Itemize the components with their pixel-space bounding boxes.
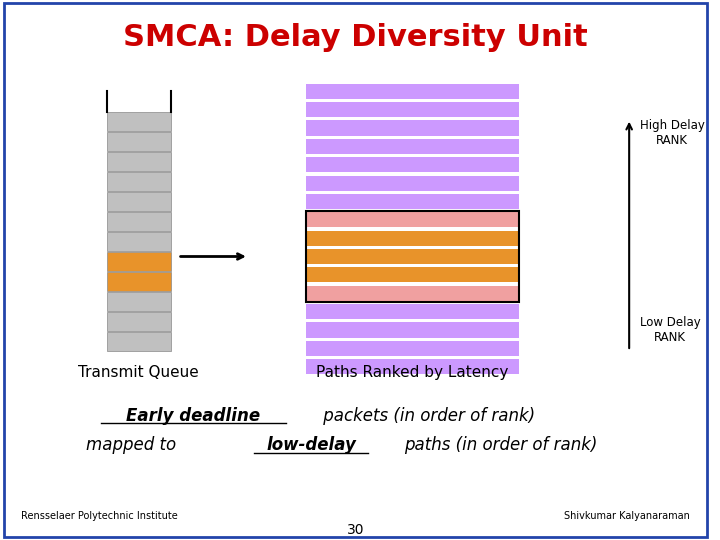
Bar bbox=[306, 231, 519, 246]
Bar bbox=[306, 359, 519, 374]
Text: 30: 30 bbox=[347, 523, 364, 537]
Bar bbox=[306, 341, 519, 356]
Text: low-delay: low-delay bbox=[266, 436, 356, 455]
Bar bbox=[107, 172, 171, 191]
Bar bbox=[306, 194, 519, 209]
Bar bbox=[306, 249, 519, 264]
Bar bbox=[306, 120, 519, 136]
Bar bbox=[306, 267, 519, 282]
Bar bbox=[306, 322, 519, 338]
Bar bbox=[107, 232, 171, 251]
Text: Paths Ranked by Latency: Paths Ranked by Latency bbox=[316, 365, 508, 380]
Bar bbox=[107, 272, 171, 291]
Bar bbox=[107, 312, 171, 331]
Text: packets (in order of rank): packets (in order of rank) bbox=[318, 407, 535, 425]
Bar bbox=[306, 176, 519, 191]
Bar bbox=[107, 192, 171, 211]
Text: Low Delay
RANK: Low Delay RANK bbox=[640, 316, 701, 344]
Bar bbox=[107, 252, 171, 271]
Bar bbox=[107, 152, 171, 171]
Bar bbox=[306, 304, 519, 319]
Text: SMCA: Delay Diversity Unit: SMCA: Delay Diversity Unit bbox=[123, 23, 588, 52]
Bar bbox=[306, 84, 519, 99]
Bar bbox=[306, 102, 519, 117]
Text: paths (in order of rank): paths (in order of rank) bbox=[405, 436, 598, 455]
Text: Rensselaer Polytechnic Institute: Rensselaer Polytechnic Institute bbox=[22, 511, 178, 521]
Bar bbox=[107, 112, 171, 131]
Bar bbox=[306, 286, 519, 301]
Bar bbox=[107, 132, 171, 151]
Text: Shivkumar Kalyanaraman: Shivkumar Kalyanaraman bbox=[564, 511, 690, 521]
Bar bbox=[107, 212, 171, 231]
Bar bbox=[306, 212, 519, 227]
Bar bbox=[306, 211, 519, 302]
Text: mapped to: mapped to bbox=[86, 436, 176, 455]
Bar bbox=[306, 157, 519, 172]
Bar bbox=[306, 139, 519, 154]
Bar bbox=[107, 292, 171, 311]
Text: Transmit Queue: Transmit Queue bbox=[78, 365, 199, 380]
Text: High Delay
RANK: High Delay RANK bbox=[640, 119, 705, 147]
Bar bbox=[107, 332, 171, 351]
Text: Early deadline: Early deadline bbox=[126, 407, 261, 425]
